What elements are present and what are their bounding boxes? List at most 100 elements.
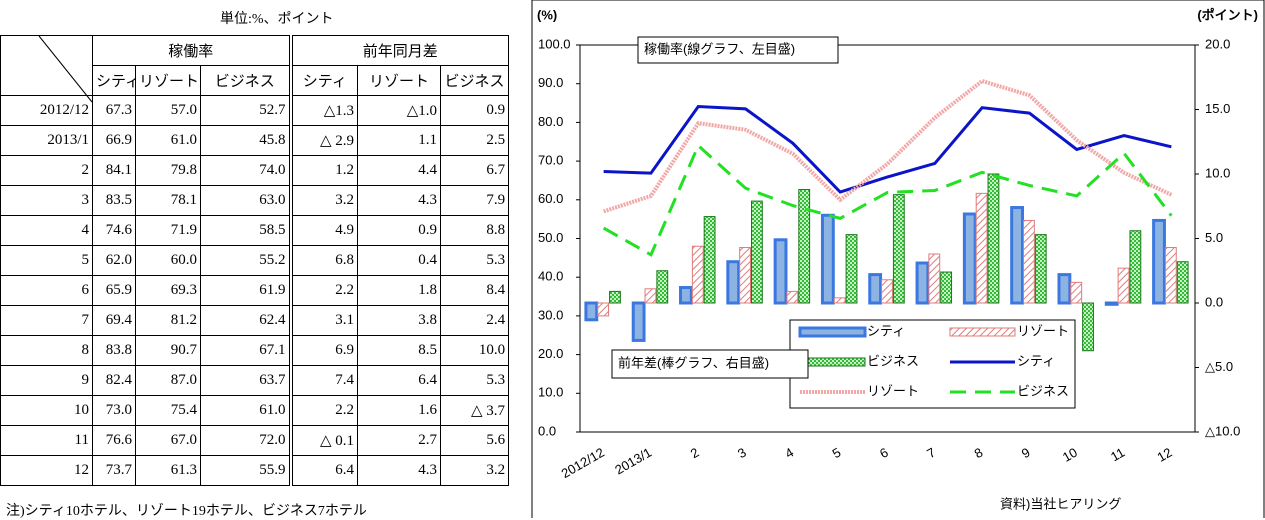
cell: 6.7 xyxy=(440,155,510,186)
line-series xyxy=(603,78,1173,214)
y-tick-label: 0.0 xyxy=(538,423,556,438)
cell: 72.0 xyxy=(199,425,292,456)
bar xyxy=(597,302,610,317)
bar xyxy=(631,301,646,342)
cell: シティ xyxy=(92,65,136,96)
cell: 65.9 xyxy=(92,275,136,306)
cell: 67.1 xyxy=(199,335,292,366)
cell: 3.1 xyxy=(288,305,359,336)
cell: 60.0 xyxy=(135,245,201,276)
y-tick-label: 60.0 xyxy=(538,191,563,206)
y-tick-label: 50.0 xyxy=(538,230,563,245)
cell: 90.7 xyxy=(135,335,201,366)
bar xyxy=(609,290,621,304)
cell: 87.0 xyxy=(135,365,201,396)
bar xyxy=(703,216,716,304)
bar xyxy=(1034,234,1047,304)
line-series xyxy=(603,104,1172,194)
x-tick-label: 2013/1 xyxy=(612,445,654,478)
cell: 83.8 xyxy=(92,335,136,366)
y-tick-label: 90.0 xyxy=(538,75,563,90)
cell: 4 xyxy=(0,215,93,246)
bar xyxy=(987,173,1000,304)
x-tick-label: 12 xyxy=(1155,445,1175,465)
chart-frame xyxy=(531,0,1265,518)
note: 注)シティ10ホテル、リゾート19ホテル、ビジネス7ホテル xyxy=(6,504,367,519)
y2-tick-label: 20.0 xyxy=(1205,36,1230,51)
cell: 74.0 xyxy=(199,155,292,186)
cell: 7.4 xyxy=(288,365,359,396)
bar xyxy=(915,261,930,305)
cell: 79.8 xyxy=(135,155,201,186)
legend-label: ビジネス xyxy=(867,353,919,368)
cell: 61.3 xyxy=(135,455,201,486)
cell: 71.9 xyxy=(135,215,201,246)
y-tick-label: 100.0 xyxy=(538,36,571,51)
table-panel: 単位:%、ポイント 稼働率前年同月差シティリゾートビジネスシティリゾートビジネス… xyxy=(0,0,510,519)
bar xyxy=(786,290,799,304)
y-tick-label: 80.0 xyxy=(538,114,563,129)
x-tick-label: 3 xyxy=(735,445,749,462)
y-tick-label: 20.0 xyxy=(538,346,563,361)
bar xyxy=(1023,219,1035,304)
legend-label: シティ xyxy=(1017,353,1055,368)
bar xyxy=(881,279,893,304)
cell: 6.4 xyxy=(288,455,359,486)
cell: 57.0 xyxy=(135,95,201,126)
y2-tick-label: 5.0 xyxy=(1205,230,1223,245)
bar xyxy=(1129,230,1142,304)
cell: 52.7 xyxy=(199,95,292,126)
cell: △ 0.1 xyxy=(288,425,359,456)
legend-label: シティ xyxy=(867,323,905,338)
line-series xyxy=(602,143,1173,257)
cell: 3 xyxy=(0,185,93,216)
y-tick-label: 10.0 xyxy=(538,385,563,400)
bar xyxy=(1117,267,1130,304)
cell: 0.9 xyxy=(357,215,442,246)
cell: 0.4 xyxy=(357,245,442,276)
bar xyxy=(1010,206,1025,305)
x-tick-label: 9 xyxy=(1019,445,1033,462)
y2-tick-label: 0.0 xyxy=(1205,294,1223,309)
annotation: 稼働率(線グラフ、左目盛) xyxy=(644,41,795,56)
cell: 12 xyxy=(0,455,93,486)
cell: 3.2 xyxy=(440,455,510,486)
cell: 2.4 xyxy=(440,305,510,336)
bar xyxy=(644,288,657,304)
cell: 73.7 xyxy=(92,455,136,486)
y-axis-label: (%) xyxy=(537,7,557,22)
legend-label: リゾート xyxy=(867,383,919,398)
x-tick-label: 8 xyxy=(972,445,986,462)
x-tick-label: 2 xyxy=(688,445,702,462)
bar xyxy=(584,301,599,322)
legend-label: ビジネス xyxy=(1017,383,1069,398)
cell: 2012/12 xyxy=(0,95,93,126)
annotation-box xyxy=(637,36,839,64)
cell: ビジネス xyxy=(440,65,510,96)
cell: 1.6 xyxy=(357,395,442,426)
cell: 8 xyxy=(0,335,93,366)
bar xyxy=(820,213,835,305)
table: 稼働率前年同月差シティリゾートビジネスシティリゾートビジネス2012/1267.… xyxy=(0,35,510,486)
cell: シティ xyxy=(288,65,359,96)
cell: 45.8 xyxy=(199,125,292,156)
legend-swatch xyxy=(949,327,1016,337)
cell: 58.5 xyxy=(199,215,292,246)
cell: 73.0 xyxy=(92,395,136,426)
bar xyxy=(1057,273,1072,305)
bar xyxy=(962,212,977,305)
y-tick-label: 40.0 xyxy=(538,269,563,284)
y-tick-label: 70.0 xyxy=(538,153,563,168)
cell: 6.8 xyxy=(288,245,359,276)
cell: △1.0 xyxy=(357,95,442,126)
x-tick-label: 2012/12 xyxy=(559,445,607,481)
bar xyxy=(691,245,704,304)
y-tick-label: 30.0 xyxy=(538,307,563,322)
x-tick-label: 6 xyxy=(877,445,891,462)
cell: 4.3 xyxy=(357,185,442,216)
cell: 67.0 xyxy=(135,425,201,456)
cell: 8.8 xyxy=(440,215,510,246)
cell: △1.3 xyxy=(288,95,359,126)
